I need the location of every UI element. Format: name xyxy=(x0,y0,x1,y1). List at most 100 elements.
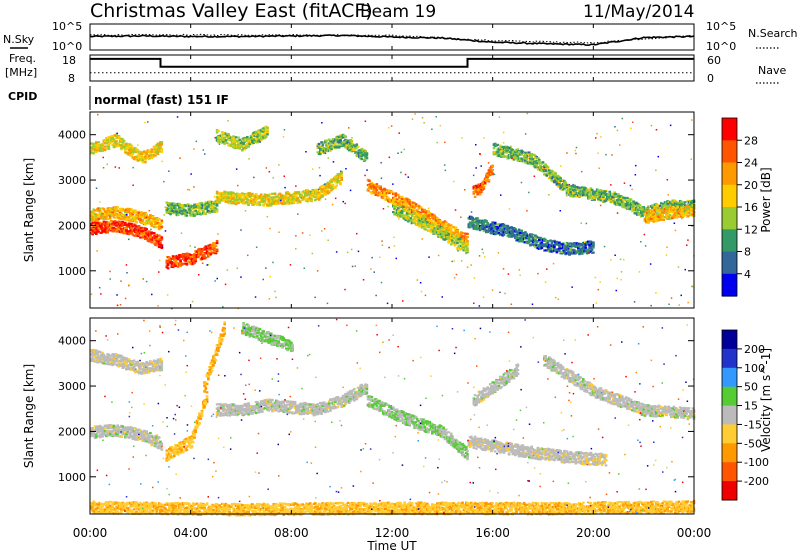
data-cell xyxy=(483,181,487,184)
data-cell xyxy=(224,139,228,142)
noise-search-line xyxy=(89,33,692,44)
data-cell xyxy=(404,207,408,210)
data-cell xyxy=(337,141,341,144)
data-cell xyxy=(563,180,566,183)
data-cell xyxy=(325,192,328,195)
data-cell xyxy=(433,222,437,225)
data-cell xyxy=(535,164,539,167)
data-cell xyxy=(327,138,331,141)
data-cell xyxy=(142,152,146,155)
data-cell xyxy=(160,236,164,239)
data-cell xyxy=(478,184,482,187)
data-cell xyxy=(546,168,550,171)
data-cell xyxy=(520,149,523,152)
data-cell xyxy=(329,149,332,152)
data-cell xyxy=(107,223,111,226)
data-cell xyxy=(617,193,620,196)
data-cell xyxy=(483,228,487,231)
data-cell xyxy=(97,218,101,221)
data-cell xyxy=(418,214,421,217)
data-cell xyxy=(543,165,546,168)
data-cell xyxy=(135,225,138,228)
data-cell xyxy=(622,199,625,202)
data-cell xyxy=(247,199,250,202)
data-cell xyxy=(524,159,527,162)
data-cell xyxy=(105,138,108,141)
data-cell xyxy=(185,214,189,217)
data-cell xyxy=(517,150,521,153)
data-cell xyxy=(297,191,301,194)
data-cell xyxy=(327,184,331,187)
noise-search-label: N.Search xyxy=(748,27,798,40)
data-cell xyxy=(487,179,491,182)
data-cell xyxy=(476,193,479,196)
data-cell xyxy=(426,213,429,217)
data-cell xyxy=(519,159,522,162)
data-cell xyxy=(176,265,180,268)
data-cell xyxy=(478,227,482,230)
data-cell xyxy=(451,233,454,236)
data-cell xyxy=(193,214,196,217)
data-cell xyxy=(273,198,277,201)
data-cell xyxy=(419,221,423,225)
data-cell xyxy=(96,149,99,152)
data-cell xyxy=(111,222,114,225)
data-cell xyxy=(473,221,477,224)
data-cell xyxy=(298,200,302,203)
data-cell xyxy=(194,258,197,261)
scatter-band xyxy=(215,171,343,207)
data-cell xyxy=(560,179,564,182)
data-cell xyxy=(361,148,365,151)
data-cell xyxy=(215,208,219,211)
nave-tick-top: 60 xyxy=(707,54,721,67)
data-cell xyxy=(582,251,585,254)
data-cell xyxy=(509,150,512,153)
data-cell xyxy=(476,222,479,225)
data-cell xyxy=(325,147,328,150)
data-cell xyxy=(480,226,483,229)
data-cell xyxy=(555,182,559,185)
data-cell xyxy=(136,149,140,152)
data-cell xyxy=(511,232,515,235)
data-cell xyxy=(466,247,469,250)
data-cell xyxy=(178,202,181,206)
data-cell xyxy=(236,139,239,142)
data-cell xyxy=(423,208,427,211)
data-cell xyxy=(243,139,247,143)
data-cell xyxy=(354,151,357,154)
data-cell xyxy=(154,145,157,149)
data-cell xyxy=(263,137,267,140)
data-cell xyxy=(602,195,605,198)
data-cell xyxy=(130,154,133,157)
data-cell xyxy=(105,226,108,229)
data-cell xyxy=(631,210,634,213)
data-cell xyxy=(658,204,662,207)
data-cell xyxy=(131,152,135,155)
data-cell xyxy=(356,145,360,148)
data-cell xyxy=(524,241,527,244)
data-cell xyxy=(259,129,263,132)
data-cell xyxy=(246,136,249,139)
data-cell xyxy=(108,212,112,215)
data-cell xyxy=(337,142,341,145)
data-cell xyxy=(588,196,591,199)
data-cell xyxy=(337,179,341,183)
data-cell xyxy=(217,139,220,142)
data-cell xyxy=(141,230,145,233)
data-cell xyxy=(96,147,99,150)
data-cell xyxy=(175,212,179,215)
data-cell xyxy=(110,227,113,230)
data-cell xyxy=(116,230,119,233)
data-cell xyxy=(160,143,164,146)
data-cell xyxy=(95,215,98,218)
data-cell xyxy=(171,212,175,215)
data-cell xyxy=(212,252,215,255)
data-cell xyxy=(590,188,594,192)
data-cell xyxy=(319,147,322,151)
data-cell xyxy=(205,247,209,250)
data-cell xyxy=(636,204,639,207)
data-cell xyxy=(413,212,416,215)
data-cell xyxy=(444,224,448,227)
data-cell xyxy=(324,141,327,144)
data-cell xyxy=(258,201,262,204)
